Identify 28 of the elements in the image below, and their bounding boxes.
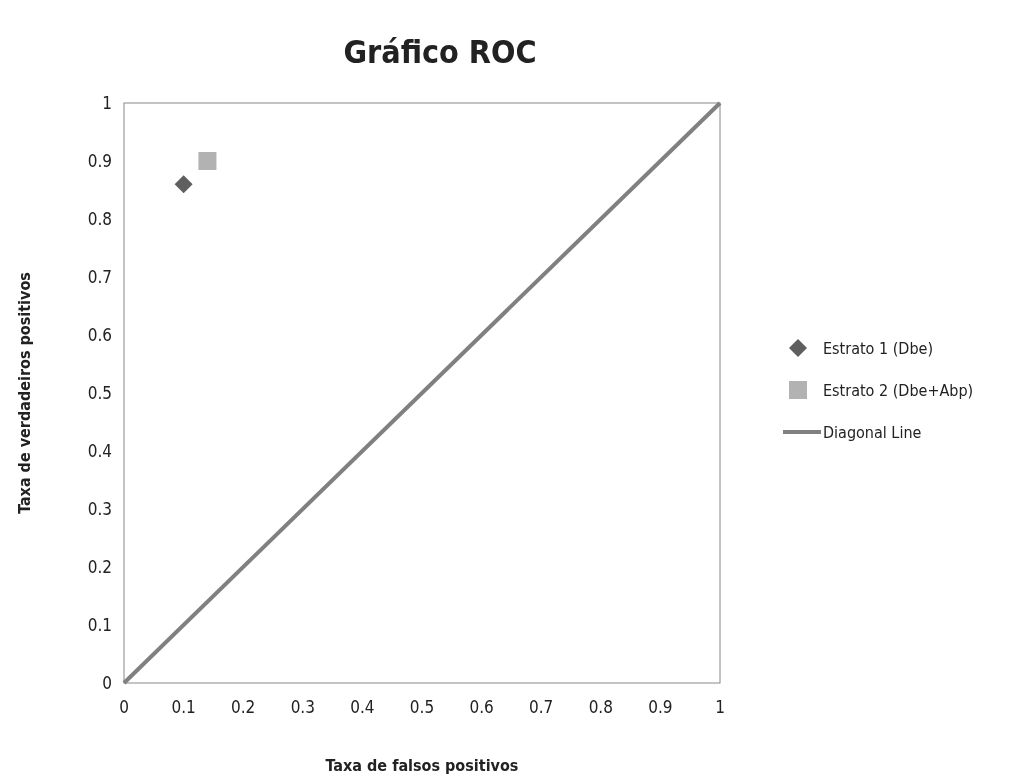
x-tick-label: 1 bbox=[715, 697, 725, 717]
y-tick-label: 0.9 bbox=[87, 151, 112, 171]
x-tick-label: 0.5 bbox=[409, 697, 435, 717]
y-tick-label: 0.5 bbox=[87, 383, 112, 403]
x-tick-label: 0.1 bbox=[171, 697, 196, 717]
legend-label: Estrato 1 (Dbe) bbox=[823, 339, 934, 358]
y-tick-label: 0.2 bbox=[87, 557, 112, 577]
x-axis-title: Taxa de falsos positivos bbox=[325, 756, 519, 775]
x-tick-label: 0.7 bbox=[529, 697, 554, 717]
chart-title: Gráfico ROC bbox=[343, 33, 537, 71]
x-tick-label: 0.4 bbox=[350, 697, 375, 717]
x-tick-label: 0.3 bbox=[290, 697, 315, 717]
x-tick-label: 0.8 bbox=[588, 697, 613, 717]
x-tick-label: 0 bbox=[119, 697, 129, 717]
legend-label: Diagonal Line bbox=[823, 423, 922, 442]
x-tick-label: 0.2 bbox=[231, 697, 256, 717]
y-tick-label: 0.4 bbox=[87, 441, 112, 461]
y-tick-label: 0.7 bbox=[87, 267, 112, 287]
y-tick-label: 1 bbox=[102, 93, 112, 113]
x-tick-label: 0.6 bbox=[469, 697, 494, 717]
y-tick-label: 0.8 bbox=[87, 209, 112, 229]
y-tick-label: 0 bbox=[102, 673, 112, 693]
y-tick-label: 0.1 bbox=[87, 615, 112, 635]
y-tick-label: 0.3 bbox=[87, 499, 112, 519]
y-tick-label: 0.6 bbox=[87, 325, 112, 345]
legend-label: Estrato 2 (Dbe+Abp) bbox=[823, 381, 974, 400]
y-axis-title: Taxa de verdadeiros positivos bbox=[15, 272, 34, 514]
x-tick-label: 0.9 bbox=[648, 697, 673, 717]
